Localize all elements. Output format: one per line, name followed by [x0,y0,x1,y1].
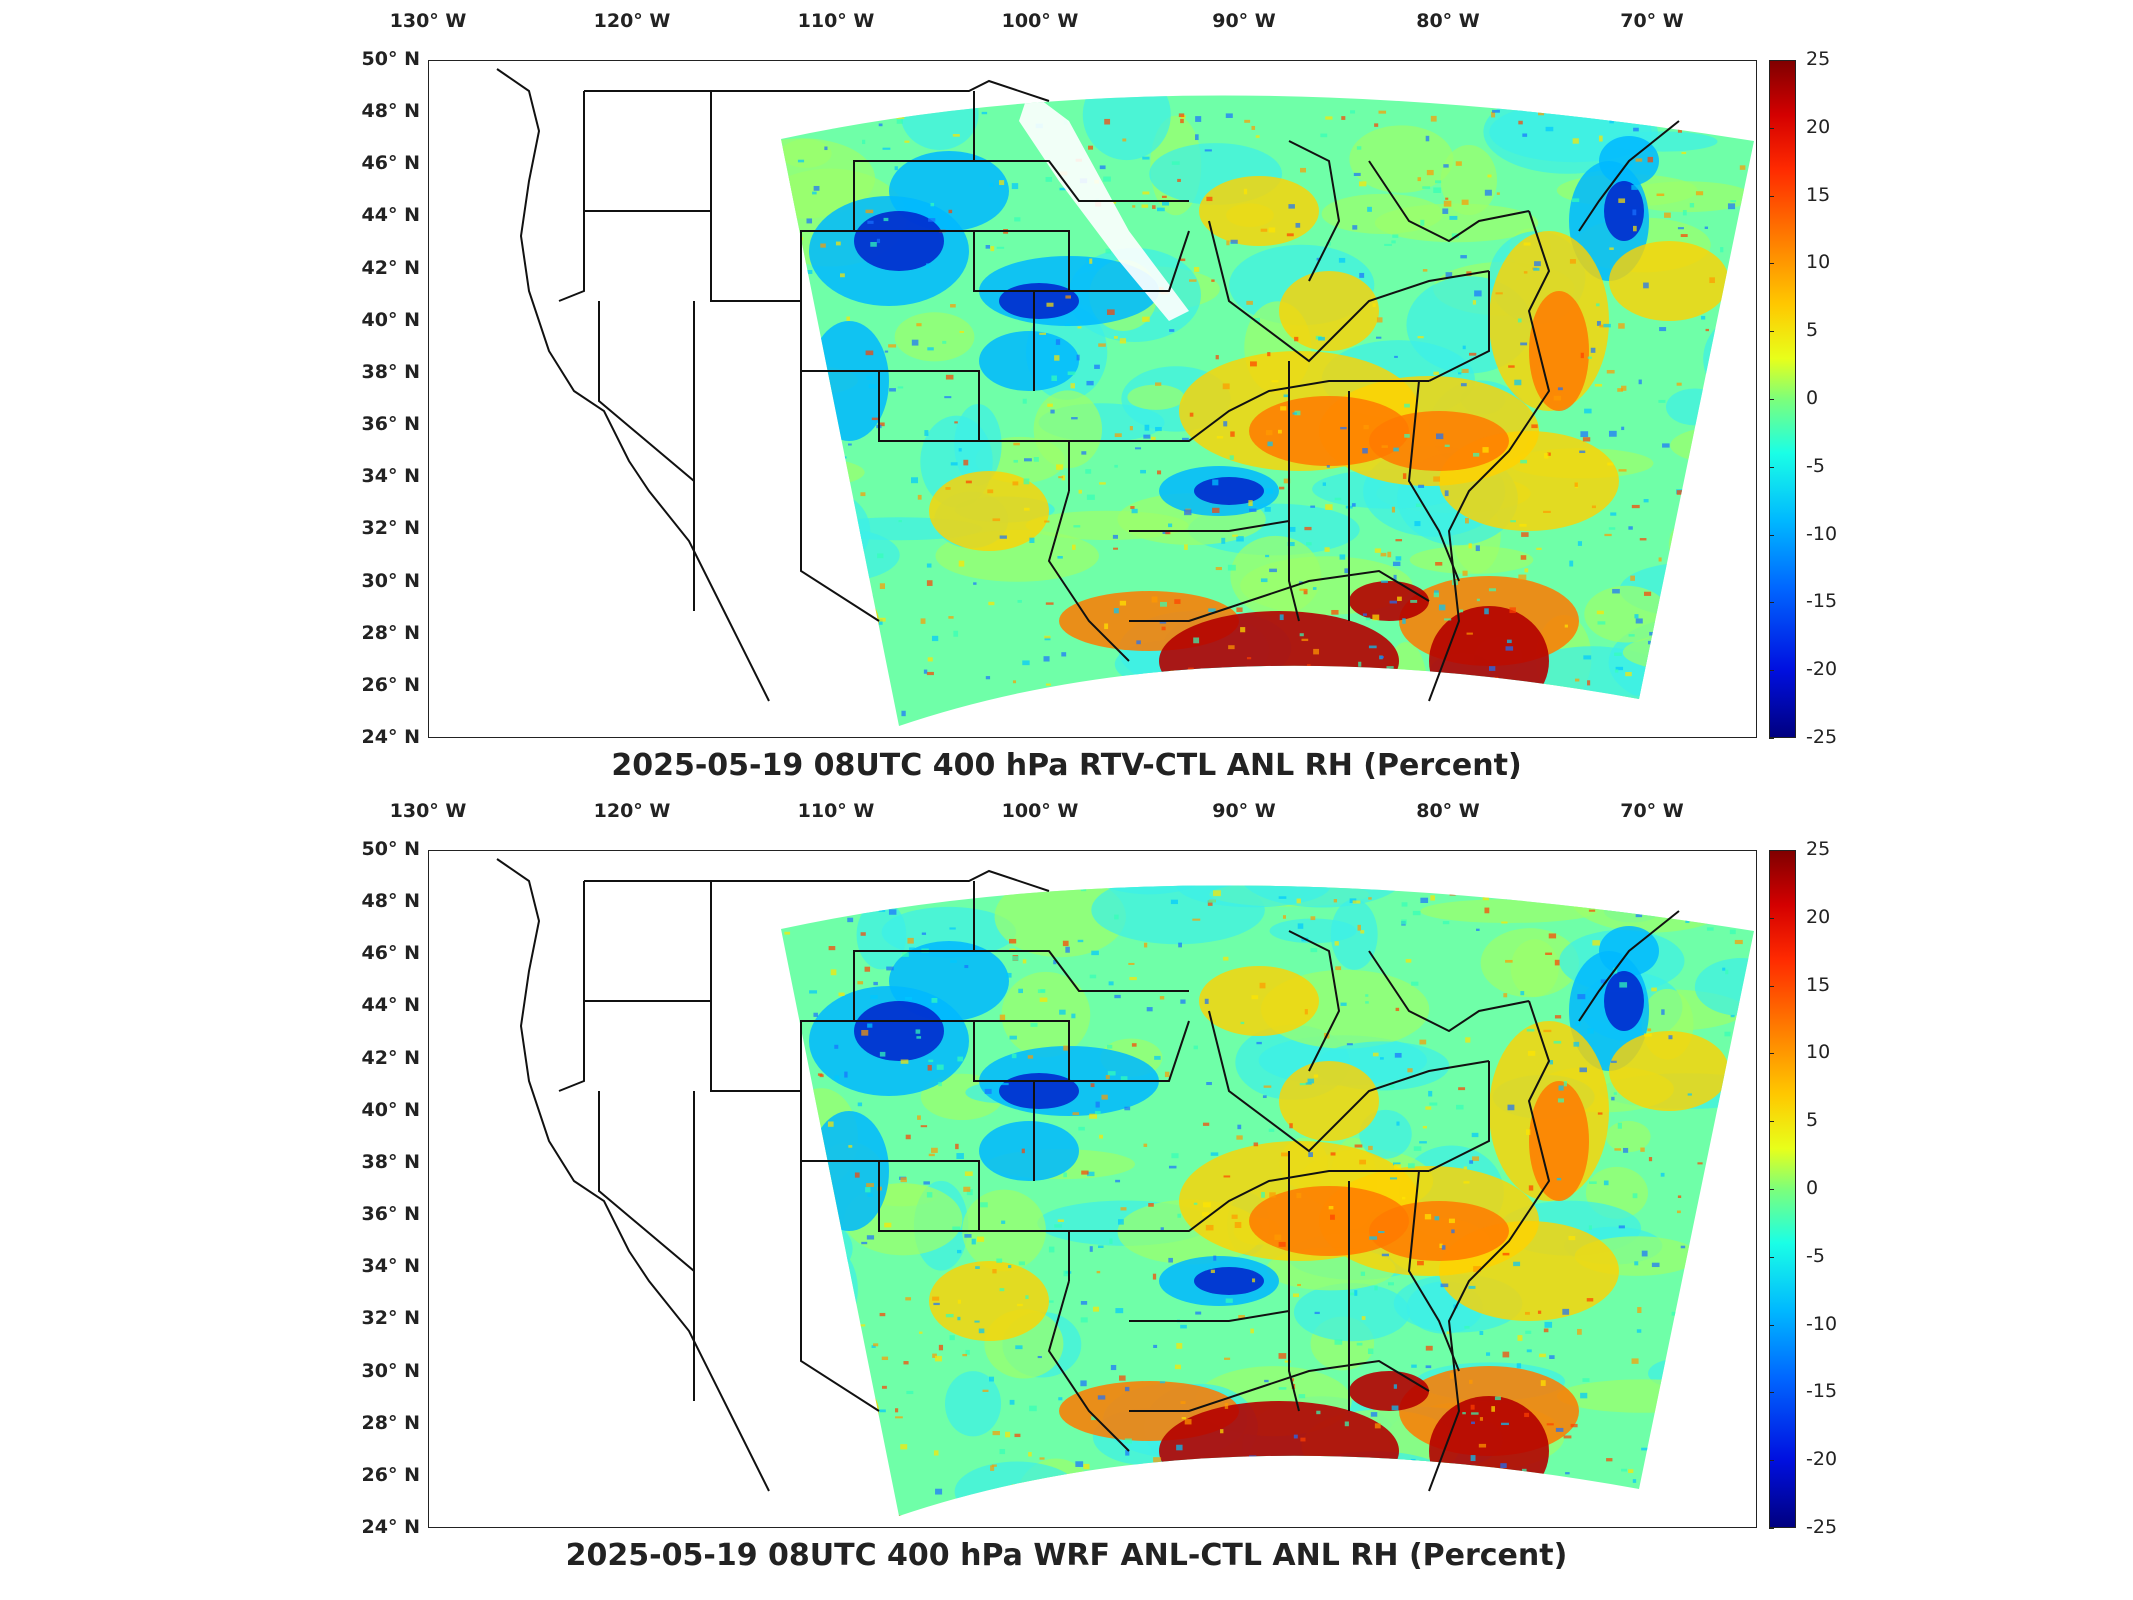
colorbar-tick-label: 20 [1806,905,1831,928]
latitude-tick-label: 50° N [361,48,420,70]
colorbar-tick-label: -5 [1806,1244,1825,1267]
colorbar-tick-mark [1769,127,1774,129]
longitude-tick-label: 120° W [593,800,671,822]
colorbar-tick-mark [1769,917,1774,919]
longitude-tick-label: 70° W [1620,800,1684,822]
latitude-tick-label: 28° N [361,1411,420,1434]
longitude-tick-label: 90° W [1212,10,1276,32]
latitude-tick-label: 38° N [361,360,420,383]
latitude-tick-label: 36° N [361,413,420,436]
colorbar-tick-mark [1769,60,1774,61]
colorbar-tick-label: 10 [1806,251,1831,274]
longitude-tick-label: 80° W [1416,800,1480,822]
latitude-tick-label: 28° N [361,621,420,644]
colorbar-tick-mark [1769,1121,1774,1123]
colorbar-tick-label: 25 [1806,838,1831,860]
latitude-tick-label: 38° N [361,1150,420,1173]
state-boundaries [496,858,1680,1492]
rh-field [781,95,1754,726]
panel-title: 2025-05-19 08UTC 400 hPa RTV-CTL ANL RH … [611,748,1522,783]
latitude-tick-label: 46° N [361,152,420,175]
colorbar-tick-mark [1769,1528,1774,1529]
colorbar-tick-mark [1769,399,1774,400]
latitude-tick-label: 44° N [361,204,420,227]
latitude-tick-label: 46° N [361,942,420,965]
latitude-tick-label: 34° N [361,1255,420,1278]
colorbar-tick-mark [1769,738,1774,739]
latitude-tick-label: 24° N [361,1516,420,1538]
latitude-tick-label: 40° N [361,308,420,331]
colorbar-tick-label: -20 [1806,658,1838,681]
colorbar-tick-mark [1769,850,1774,851]
latitude-tick-label: 42° N [361,256,420,279]
latitude-tick-label: 30° N [361,1359,420,1382]
longitude-tick-label: 70° W [1620,10,1684,32]
longitude-tick-label: 110° W [797,800,875,822]
map-plot-area [428,850,1757,1528]
longitude-tick-label: 100° W [1001,10,1079,32]
rh-difference-map [496,68,1754,726]
latitude-tick-label: 26° N [361,673,420,696]
colorbar-tick-mark [1769,985,1774,987]
latitude-tick-label: 40° N [361,1098,420,1121]
colorbar-tick-mark [1769,670,1774,672]
colorbar-tick-mark [1769,331,1774,333]
latitude-tick-label: 34° N [361,465,420,488]
latitude-tick-label: 32° N [361,1307,420,1330]
colorbar-tick-mark [1769,1256,1774,1258]
colorbar-tick-label: 25 [1806,48,1831,70]
colorbar-tick-label: -10 [1806,1312,1838,1335]
colorbar-tick-mark [1769,1324,1774,1326]
latitude-tick-label: 44° N [361,994,420,1017]
colorbar-tick-label: 15 [1806,183,1831,206]
colorbar-tick-label: 20 [1806,115,1831,138]
longitude-tick-label: 100° W [1001,800,1079,822]
latitude-tick-label: 24° N [361,726,420,748]
colorbar-tick-mark [1769,1189,1774,1190]
colorbar-tick-label: -25 [1806,726,1838,748]
longitude-tick-label: 80° W [1416,10,1480,32]
colorbar-tick-label: -20 [1806,1448,1838,1471]
colorbar-tick-label: -5 [1806,454,1825,477]
panel-title: 2025-05-19 08UTC 400 hPa WRF ANL-CTL ANL… [565,1538,1568,1573]
colorbar-tick-mark [1769,1460,1774,1462]
colorbar-tick-mark [1769,263,1774,265]
colorbar-tick-label: -15 [1806,1380,1838,1403]
latitude-tick-label: 50° N [361,838,420,860]
colorbar-tick-mark [1769,534,1774,536]
colorbar-tick-label: 15 [1806,973,1831,996]
longitude-tick-label: 90° W [1212,800,1276,822]
map-plot-area [428,60,1757,738]
longitude-tick-label: 130° W [389,10,467,32]
longitude-tick-label: 130° W [389,800,467,822]
longitude-tick-label: 110° W [797,10,875,32]
colorbar-tick-mark [1769,1392,1774,1394]
latitude-tick-label: 36° N [361,1203,420,1226]
colorbar-tick-mark [1769,466,1774,468]
latitude-tick-label: 42° N [361,1046,420,1069]
latitude-tick-label: 32° N [361,517,420,540]
colorbar-tick-label: -25 [1806,1516,1838,1538]
colorbar-tick-mark [1769,1053,1774,1055]
latitude-tick-label: 30° N [361,569,420,592]
colorbar-tick-mark [1769,195,1774,197]
colorbar-tick-label: 5 [1806,1109,1819,1132]
colorbar-tick-label: -15 [1806,590,1838,613]
colorbar-tick-label: 10 [1806,1041,1831,1064]
colorbar-tick-label: 5 [1806,319,1819,342]
rh-difference-map [496,858,1754,1516]
colorbar-tick-label: 0 [1806,1177,1819,1199]
latitude-tick-label: 48° N [361,890,420,913]
latitude-tick-label: 26° N [361,1463,420,1486]
colorbar-tick-mark [1769,602,1774,604]
colorbar-tick-label: 0 [1806,387,1819,409]
rh-field [781,885,1754,1516]
colorbar-tick-label: -10 [1806,522,1838,545]
state-boundaries [496,68,1680,702]
longitude-tick-label: 120° W [593,10,671,32]
latitude-tick-label: 48° N [361,100,420,123]
